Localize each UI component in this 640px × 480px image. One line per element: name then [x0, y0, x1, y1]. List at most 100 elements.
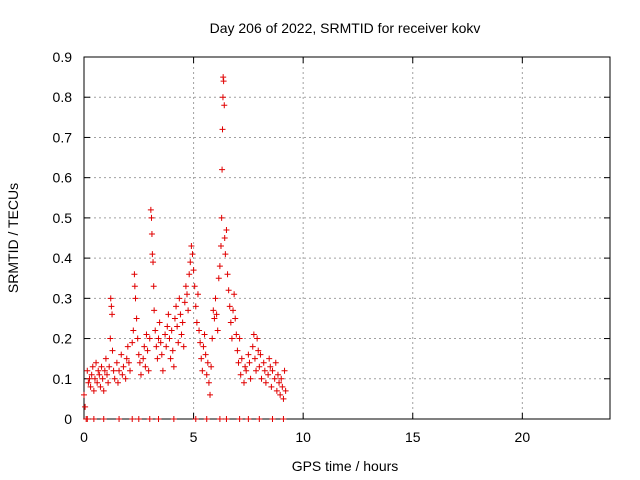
y-tick-label: 0 [64, 411, 72, 427]
data-point [282, 387, 289, 394]
data-point [276, 379, 283, 386]
data-point [90, 387, 97, 394]
data-point [185, 307, 192, 314]
x-tick-label: 10 [295, 429, 311, 445]
data-point [269, 367, 276, 374]
data-point [251, 355, 258, 362]
data-point [207, 391, 214, 398]
data-point [155, 335, 162, 342]
data-point [113, 359, 120, 366]
data-point [142, 363, 149, 370]
data-point [91, 375, 98, 382]
data-point [116, 367, 123, 374]
data-point [129, 339, 136, 346]
data-point [174, 323, 181, 330]
y-axis-label: SRMTID / TECUs [5, 183, 21, 293]
data-point [120, 363, 127, 370]
data-point [170, 416, 177, 422]
data-point [231, 291, 238, 298]
y-tick-label: 0.3 [53, 290, 73, 306]
data-point [147, 206, 154, 213]
data-point [173, 303, 180, 310]
data-point [250, 331, 257, 338]
data-point [179, 319, 186, 326]
data-point [269, 416, 276, 422]
data-point [125, 359, 132, 366]
data-point [165, 311, 172, 318]
data-point [214, 327, 221, 334]
data-point [198, 355, 205, 362]
data-point [99, 375, 106, 382]
data-point [155, 416, 162, 422]
data-point [180, 343, 187, 350]
data-point [102, 355, 109, 362]
data-point [219, 166, 226, 173]
data-point [134, 335, 141, 342]
data-point [254, 335, 261, 342]
x-tick-label: 5 [190, 429, 198, 445]
data-point [279, 383, 286, 390]
data-point [131, 271, 138, 278]
data-point [234, 347, 241, 354]
data-point [135, 416, 142, 422]
data-point [267, 363, 274, 370]
data-point [245, 416, 252, 422]
data-point [114, 379, 121, 386]
data-point [129, 416, 136, 422]
gridlines [84, 57, 610, 419]
data-point [145, 367, 152, 374]
data-points [81, 74, 289, 422]
data-point [156, 319, 163, 326]
data-point [132, 295, 139, 302]
data-point [190, 267, 197, 274]
data-point [247, 375, 254, 382]
data-point [217, 243, 224, 250]
data-point [152, 327, 159, 334]
data-point [200, 343, 207, 350]
data-point [106, 363, 113, 370]
x-axis-label: GPS time / hours [292, 458, 399, 474]
data-point [240, 379, 247, 386]
data-point [109, 347, 116, 354]
data-point [223, 416, 230, 422]
data-point [181, 299, 188, 306]
data-point [96, 371, 103, 378]
data-point [89, 363, 96, 370]
data-point [168, 327, 175, 334]
data-point [192, 416, 199, 422]
data-point [163, 343, 170, 350]
data-point [219, 126, 226, 133]
data-point [194, 291, 201, 298]
data-point [158, 351, 165, 358]
data-point [204, 359, 211, 366]
data-point [82, 403, 89, 410]
data-point [226, 303, 233, 310]
data-point [169, 347, 176, 354]
data-point [224, 271, 231, 278]
data-point [212, 295, 219, 302]
data-point [256, 416, 263, 422]
data-point [119, 371, 126, 378]
data-point [146, 335, 153, 342]
data-point [193, 319, 200, 326]
data-point [203, 371, 210, 378]
data-point [109, 311, 116, 318]
y-tick-label: 0.8 [53, 89, 73, 105]
data-point [111, 375, 118, 382]
data-point [273, 387, 280, 394]
data-point [199, 367, 206, 374]
data-point [148, 230, 155, 237]
data-point [211, 315, 218, 322]
data-point [222, 251, 229, 258]
data-point [101, 367, 108, 374]
data-point [216, 263, 223, 270]
data-point [151, 307, 158, 314]
data-point [137, 371, 144, 378]
data-point [153, 343, 160, 350]
data-point [159, 367, 166, 374]
data-point [272, 359, 279, 366]
data-point [228, 335, 235, 342]
data-point [280, 395, 287, 402]
data-point [154, 355, 161, 362]
data-point [98, 363, 105, 370]
